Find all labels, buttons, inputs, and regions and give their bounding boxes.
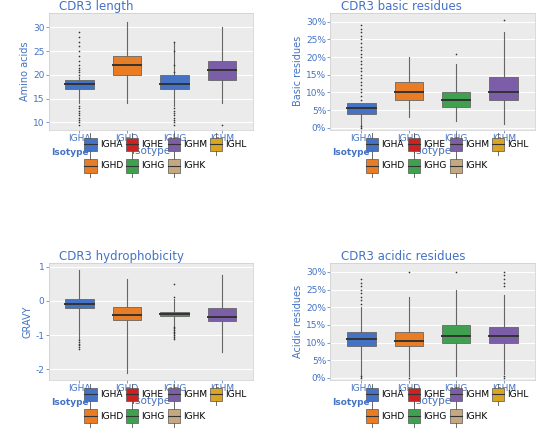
- Bar: [126, 410, 138, 422]
- Text: IGHA: IGHA: [100, 140, 122, 149]
- Bar: [366, 388, 379, 401]
- Bar: [65, 299, 94, 308]
- Bar: [168, 410, 180, 422]
- Text: IGHD: IGHD: [100, 412, 123, 420]
- Text: IGHK: IGHK: [184, 162, 206, 170]
- Y-axis label: Amino acids: Amino acids: [20, 41, 30, 101]
- Text: IGHL: IGHL: [225, 140, 247, 149]
- Bar: [366, 159, 379, 172]
- Bar: [210, 137, 222, 151]
- Bar: [408, 159, 420, 172]
- Text: IGHD: IGHD: [100, 162, 123, 170]
- Bar: [84, 137, 97, 151]
- Bar: [208, 60, 236, 79]
- X-axis label: Isotype: Isotype: [414, 146, 451, 156]
- Text: CDR3 acidic residues: CDR3 acidic residues: [341, 250, 465, 263]
- Bar: [450, 137, 462, 151]
- Bar: [366, 410, 379, 422]
- Bar: [408, 410, 420, 422]
- Bar: [492, 137, 504, 151]
- Bar: [113, 56, 141, 75]
- X-axis label: Isotype: Isotype: [132, 396, 170, 406]
- Bar: [347, 332, 375, 346]
- Bar: [442, 325, 470, 343]
- Text: IGHG: IGHG: [423, 412, 447, 420]
- Text: IGHA: IGHA: [100, 390, 122, 399]
- Bar: [450, 410, 462, 422]
- Bar: [160, 312, 188, 316]
- Bar: [210, 388, 222, 401]
- X-axis label: Isotype: Isotype: [132, 146, 170, 156]
- Bar: [395, 332, 423, 346]
- Text: IGHL: IGHL: [507, 140, 529, 149]
- Text: CDR3 hydrophobicity: CDR3 hydrophobicity: [59, 250, 184, 263]
- Bar: [366, 137, 379, 151]
- Text: Isotype: Isotype: [51, 398, 88, 407]
- Text: Isotype: Isotype: [333, 148, 370, 157]
- Text: IGHE: IGHE: [141, 390, 164, 399]
- Bar: [126, 388, 138, 401]
- Bar: [450, 388, 462, 401]
- Y-axis label: Acidic residues: Acidic residues: [293, 285, 303, 358]
- Bar: [489, 327, 518, 343]
- Bar: [160, 75, 188, 89]
- Text: IGHK: IGHK: [465, 412, 488, 420]
- Text: IGHG: IGHG: [141, 412, 165, 420]
- Text: IGHK: IGHK: [465, 162, 488, 170]
- Bar: [84, 410, 97, 422]
- Bar: [450, 159, 462, 172]
- Bar: [347, 103, 375, 114]
- Text: IGHA: IGHA: [381, 140, 404, 149]
- Bar: [113, 307, 141, 320]
- Bar: [168, 137, 180, 151]
- Text: IGHE: IGHE: [141, 140, 164, 149]
- Text: IGHA: IGHA: [381, 390, 404, 399]
- Text: IGHD: IGHD: [381, 162, 404, 170]
- Bar: [168, 388, 180, 401]
- Text: Isotype: Isotype: [333, 398, 370, 407]
- Text: IGHD: IGHD: [381, 412, 404, 420]
- Text: IGHE: IGHE: [423, 140, 446, 149]
- Bar: [65, 79, 94, 89]
- Bar: [126, 159, 138, 172]
- Bar: [208, 308, 236, 321]
- Bar: [489, 76, 518, 99]
- Bar: [492, 388, 504, 401]
- Text: CDR3 basic residues: CDR3 basic residues: [341, 0, 462, 13]
- Y-axis label: GRAVY: GRAVY: [23, 305, 32, 338]
- Bar: [84, 159, 97, 172]
- Text: IGHK: IGHK: [184, 412, 206, 420]
- Text: IGHM: IGHM: [184, 140, 207, 149]
- Text: IGHM: IGHM: [465, 390, 489, 399]
- Text: IGHE: IGHE: [423, 390, 446, 399]
- Bar: [168, 159, 180, 172]
- Text: IGHM: IGHM: [184, 390, 207, 399]
- Text: IGHL: IGHL: [225, 390, 247, 399]
- Bar: [408, 137, 420, 151]
- Text: IGHG: IGHG: [141, 162, 165, 170]
- Text: CDR3 length: CDR3 length: [59, 0, 133, 13]
- Text: Isotype: Isotype: [51, 148, 88, 157]
- Text: IGHM: IGHM: [465, 140, 489, 149]
- Bar: [84, 388, 97, 401]
- Y-axis label: Basic residues: Basic residues: [293, 36, 303, 106]
- Bar: [126, 137, 138, 151]
- Text: IGHL: IGHL: [507, 390, 529, 399]
- Bar: [395, 82, 423, 99]
- Bar: [442, 92, 470, 107]
- Text: IGHG: IGHG: [423, 162, 447, 170]
- Bar: [408, 388, 420, 401]
- X-axis label: Isotype: Isotype: [414, 396, 451, 406]
